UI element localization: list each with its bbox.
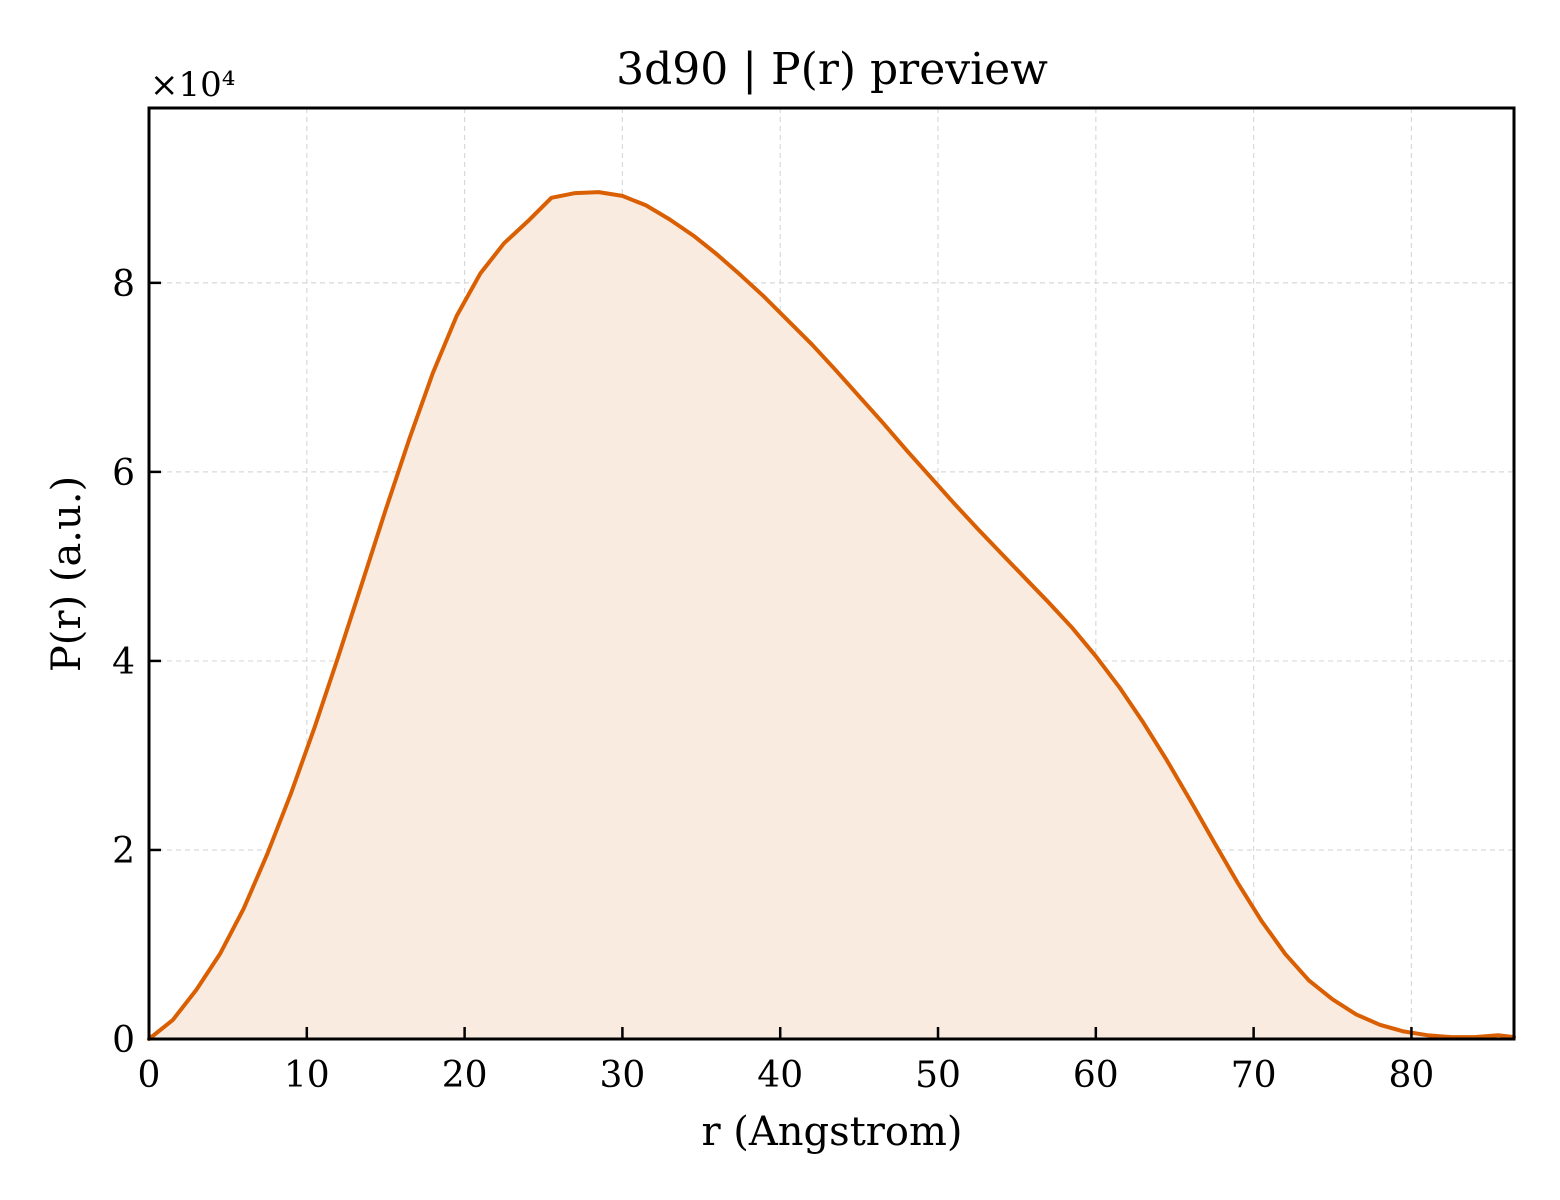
x-tick-label: 0 (138, 1055, 161, 1096)
chart-title: 3d90 | P(r) preview (616, 44, 1048, 95)
x-tick-label: 70 (1231, 1055, 1277, 1096)
series-line (147, 190, 1516, 1041)
y-tick-label: 0 (112, 1020, 135, 1061)
x-tick-label: 30 (600, 1055, 646, 1096)
y-tick-label: 2 (112, 831, 135, 872)
y-axis-ticks: 0 2 4 6 8 (112, 264, 161, 1061)
y-tick-label: 4 (112, 642, 135, 683)
x-tick-label: 80 (1389, 1055, 1435, 1096)
x-tick-label: 50 (915, 1055, 961, 1096)
x-axis-label: r (Angstrom) (701, 1109, 962, 1155)
y-axis-label: P(r) (a.u.) (44, 476, 90, 672)
y-tick-label: 6 (112, 453, 135, 494)
area-fill (149, 192, 1514, 1040)
x-axis-ticks: 0 10 20 30 40 50 60 70 80 (138, 1027, 1435, 1096)
y-multiplier-label: ×10⁴ (150, 65, 235, 105)
y-tick-label: 8 (112, 264, 135, 305)
x-tick-label: 10 (284, 1055, 330, 1096)
x-tick-label: 60 (1073, 1055, 1119, 1096)
x-tick-label: 40 (757, 1055, 803, 1096)
plot-frame (147, 106, 1516, 1041)
x-tick-label: 20 (442, 1055, 488, 1096)
